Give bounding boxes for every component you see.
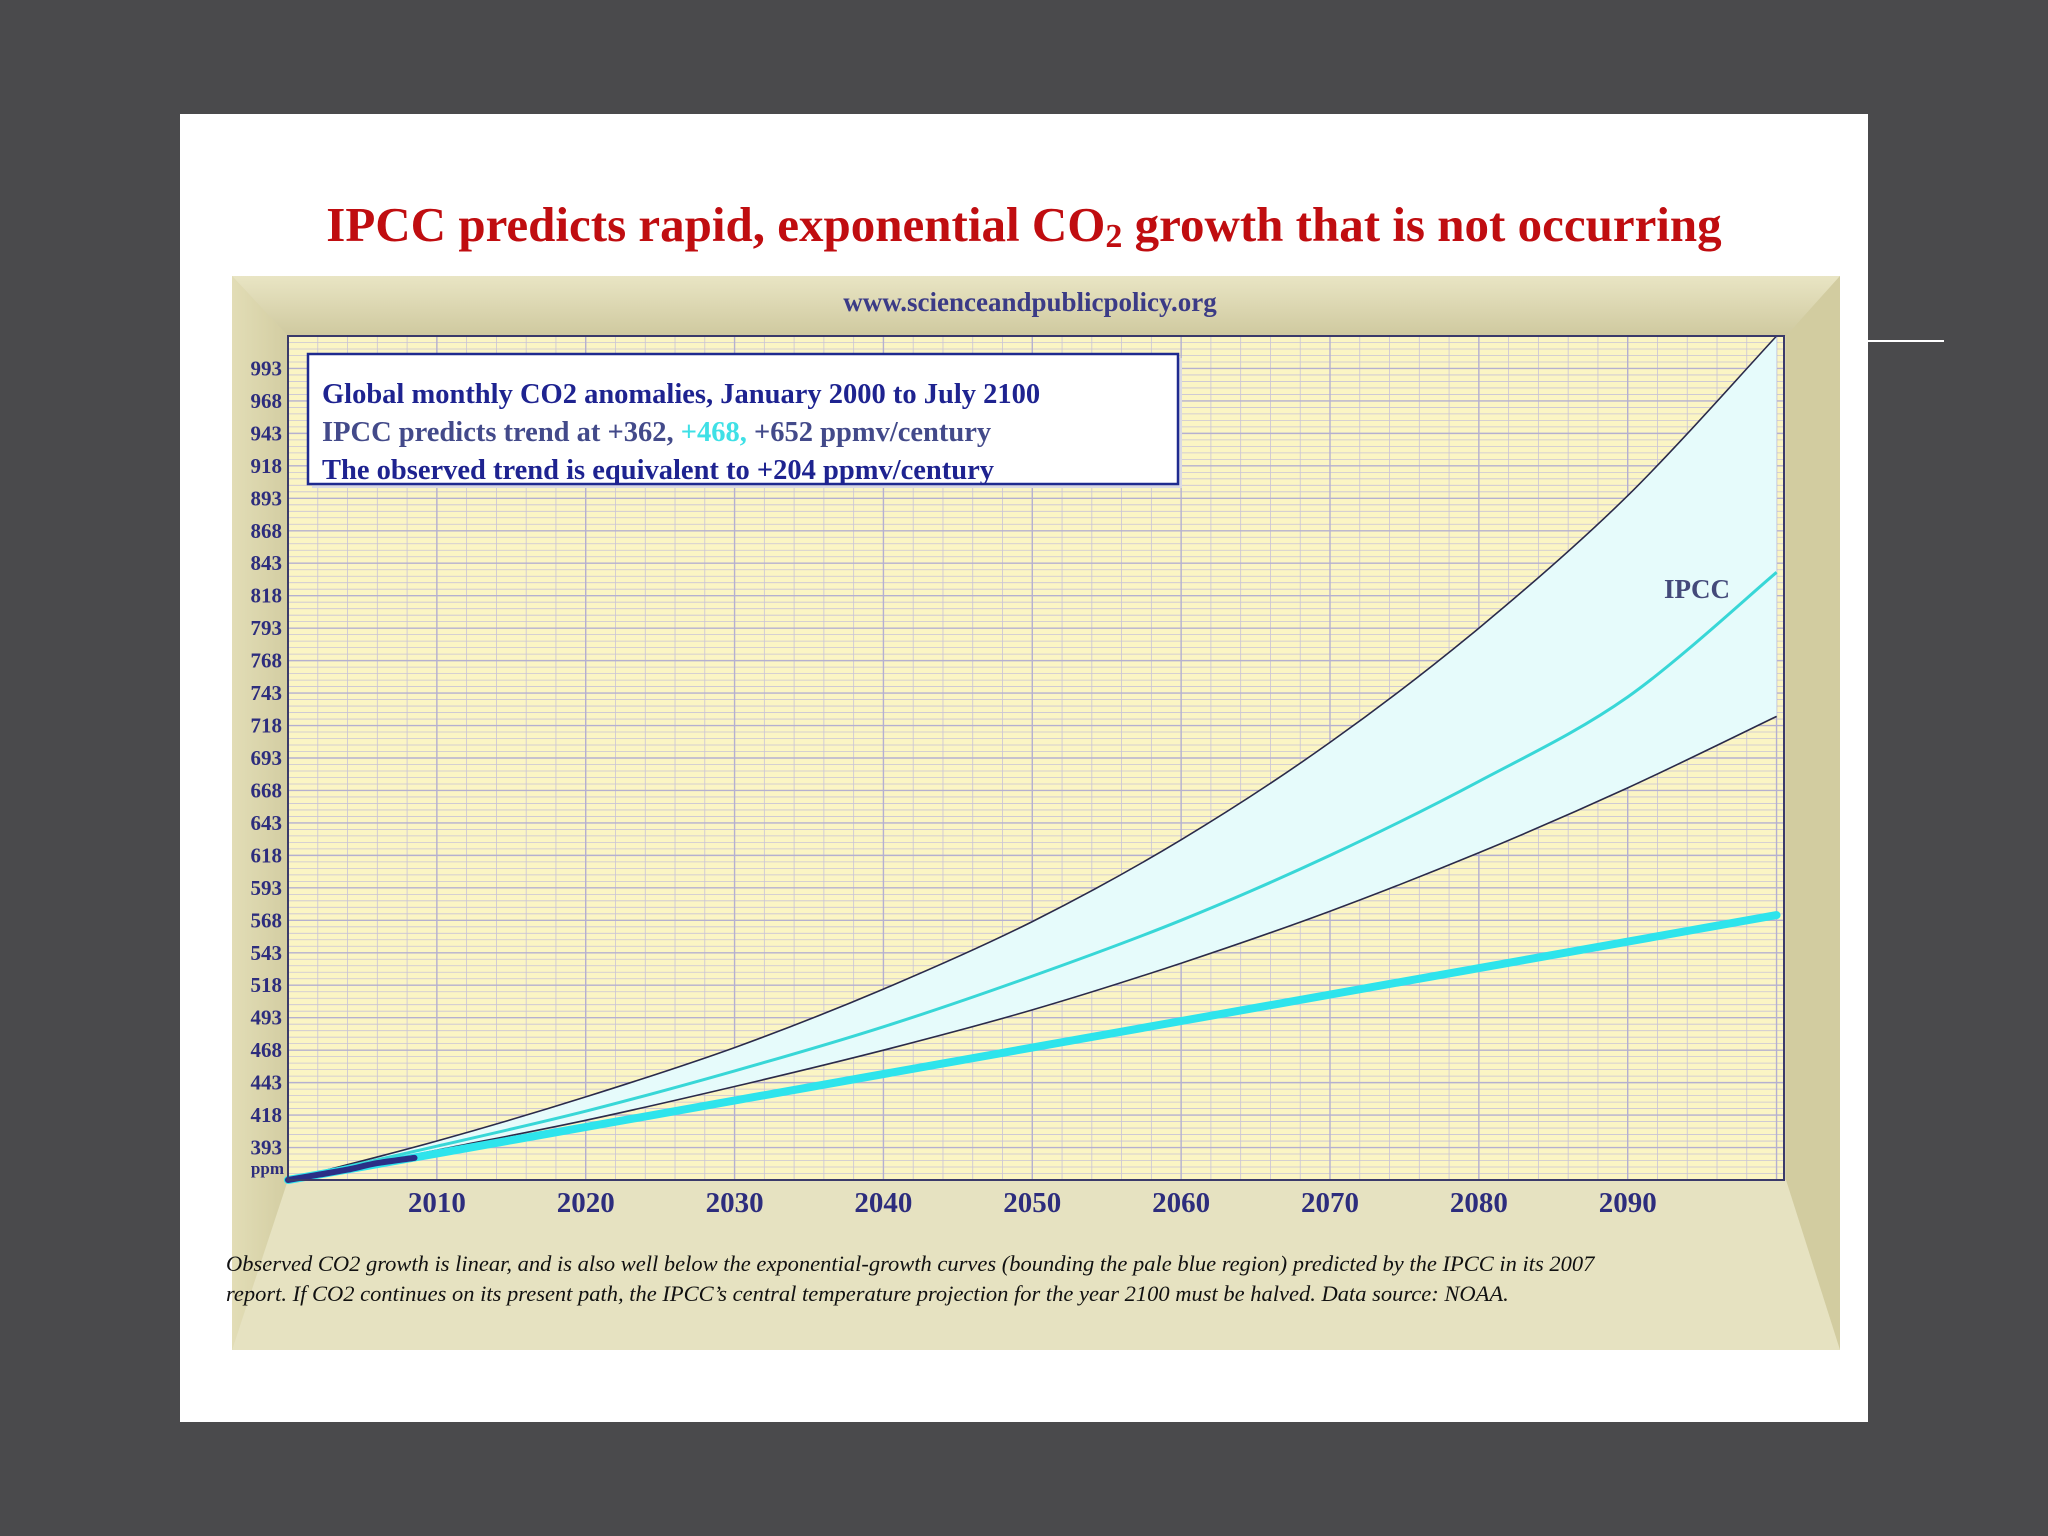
- y-tick-label: 793: [251, 616, 283, 640]
- x-tick-label: 2040: [854, 1187, 912, 1219]
- legend-line-2-end: +652 ppmv/century: [747, 417, 991, 448]
- y-tick-label: 968: [251, 389, 283, 413]
- y-tick-label: 843: [251, 551, 283, 575]
- y-tick-label: 418: [251, 1103, 283, 1127]
- x-tick-label: 2010: [408, 1187, 466, 1219]
- y-tick-label: 743: [251, 681, 283, 705]
- y-tick-label: 818: [251, 584, 283, 608]
- series-ipcc-central: [287, 571, 1778, 1182]
- slide-title: IPCC predicts rapid, exponential CO2 gro…: [180, 196, 1868, 255]
- title-subscript: 2: [1105, 218, 1123, 255]
- y-tick-label: 393: [251, 1136, 283, 1160]
- series-ipcc-lower: [287, 715, 1777, 1181]
- y-tick-label: 443: [251, 1071, 283, 1095]
- frame-bevel-bottom: [232, 1180, 1840, 1350]
- y-tick-label: 518: [251, 973, 283, 997]
- series-observed-data: [285, 1154, 418, 1183]
- caption-line-1: Observed CO2 growth is linear, and is al…: [226, 1251, 1595, 1276]
- x-tick-label: 2020: [557, 1187, 615, 1219]
- y-tick-label: 493: [251, 1006, 283, 1030]
- legend-line-2-start: IPCC predicts trend at +362,: [322, 417, 681, 448]
- y-tick-label: 543: [251, 941, 283, 965]
- y-tick-label: 918: [251, 454, 283, 478]
- y-tick-label: 893: [251, 486, 283, 510]
- x-tick-label: 2080: [1450, 1187, 1508, 1219]
- caption: Observed CO2 growth is linear, and is al…: [226, 1249, 1838, 1309]
- caption-line-2: report. If CO2 continues on its present …: [226, 1281, 1509, 1306]
- title-text-main: IPCC predicts rapid, exponential CO: [326, 197, 1106, 252]
- ipcc-series-label: IPCC: [1664, 574, 1730, 604]
- title-text-end: growth that is not occurring: [1122, 197, 1722, 252]
- x-tick-label: 2030: [706, 1187, 764, 1219]
- source-url: www.scienceandpublicpolicy.org: [843, 287, 1217, 317]
- legend-line-1: Global monthly CO2 anomalies, January 20…: [322, 379, 1040, 410]
- y-tick-label: 468: [251, 1038, 283, 1062]
- y-tick-label: 768: [251, 649, 283, 673]
- series-layer: [284, 335, 1781, 1184]
- y-tick-label: 868: [251, 519, 283, 543]
- frame-bevel-right: [1786, 276, 1840, 1350]
- y-tick-label: 568: [251, 908, 283, 932]
- legend-box: Global monthly CO2 anomalies, January 20…: [306, 352, 1182, 488]
- y-tick-labels: 393 418 443 468 493 518 543 568 593 618 643 668 693 7…: [251, 356, 283, 1159]
- y-unit-label: ppm: [251, 1159, 284, 1178]
- y-tick-label: 718: [251, 714, 283, 738]
- x-tick-label: 2070: [1301, 1187, 1359, 1219]
- legend-line-2: IPCC predicts trend at +362, +468, +652 …: [322, 417, 991, 448]
- ipcc-band: [288, 336, 1777, 1180]
- x-tick-label: 2060: [1152, 1187, 1210, 1219]
- series-ipcc-upper: [287, 335, 1778, 1181]
- x-tick-label: 2090: [1599, 1187, 1657, 1219]
- frame-bevel-left: [232, 276, 288, 1350]
- y-tick-label: 643: [251, 811, 283, 835]
- chart-frame: www.scienceandpublicpolicy.org 393 418 443…: [232, 276, 1840, 1350]
- y-tick-label: 618: [251, 843, 283, 867]
- slide: IPCC predicts rapid, exponential CO2 gro…: [180, 114, 1868, 1422]
- y-tick-label: 593: [251, 876, 283, 900]
- frame-bevel-top: [232, 276, 1840, 336]
- series-observed-trend: [284, 911, 1781, 1184]
- decorative-line: [1868, 340, 1944, 342]
- y-tick-label: 668: [251, 778, 283, 802]
- y-tick-label: 993: [251, 356, 283, 380]
- legend-line-3: The observed trend is equivalent to +204…: [322, 455, 994, 486]
- x-tick-labels: 2010 2020 2030 2040 2050 2060 2070 2080 2090: [408, 1187, 1657, 1219]
- legend-line-2-highlight: +468,: [681, 417, 747, 448]
- legend-background: [306, 352, 1180, 486]
- y-tick-label: 693: [251, 746, 283, 770]
- x-tick-label: 2050: [1003, 1187, 1061, 1219]
- plot-border: [287, 335, 1785, 1181]
- y-tick-label: 943: [251, 421, 283, 445]
